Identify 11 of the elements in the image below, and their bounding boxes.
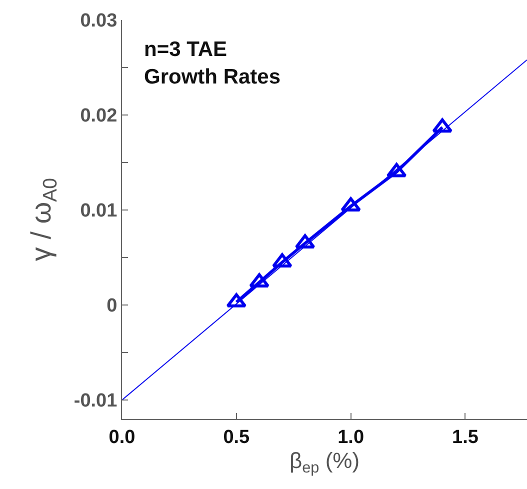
y-tick-label: -0.01 xyxy=(74,390,118,412)
text: n=3 TAE Growth Rates xyxy=(144,38,281,88)
y-tick-label: 0.01 xyxy=(80,200,118,222)
y-tick-label: 0 xyxy=(106,296,118,317)
x-tick-label: 1.0 xyxy=(338,426,364,448)
x-tick-label: 0.0 xyxy=(108,426,136,448)
x-tick-label: 1.5 xyxy=(452,426,479,448)
y-tick-label: 0.03 xyxy=(80,10,118,32)
x-tick-label: 0.5 xyxy=(223,426,250,448)
y-tick-label: 0.02 xyxy=(80,106,118,127)
x-axis-title: β$_{ep}$ (%) xyxy=(289,448,360,476)
